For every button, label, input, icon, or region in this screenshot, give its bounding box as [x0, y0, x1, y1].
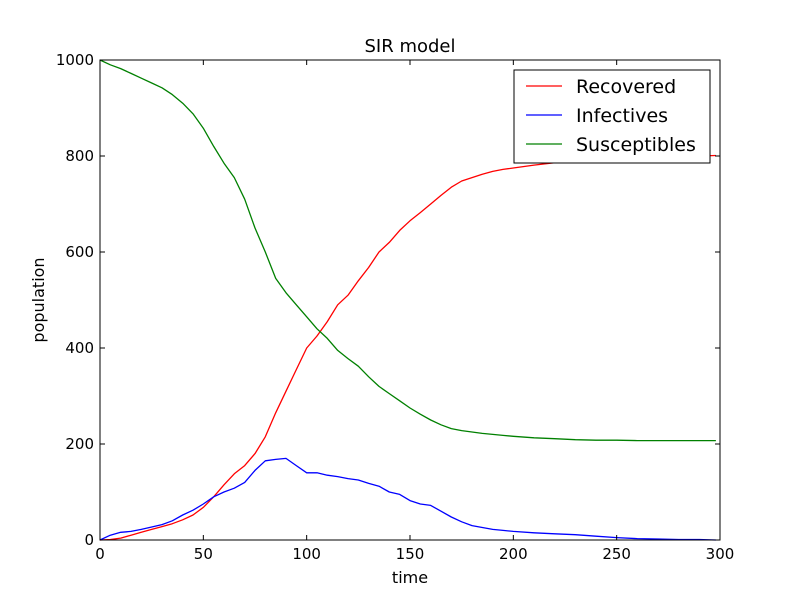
- x-tick-label: 250: [602, 545, 631, 563]
- x-axis-ticks: 0 50 100 150 200 250 300: [95, 60, 734, 563]
- chart-title: SIR model: [364, 36, 455, 57]
- y-tick-label: 0: [84, 531, 94, 549]
- legend-label-recovered: Recovered: [576, 76, 676, 98]
- y-tick-label: 1000: [56, 51, 94, 69]
- x-tick-label: 50: [194, 545, 213, 563]
- legend-label-infectives: Infectives: [576, 105, 668, 127]
- series-line-recovered: [99, 154, 716, 541]
- y-tick-label: 400: [65, 339, 94, 357]
- y-axis-ticks: 0 200 400 600 800 1000: [56, 51, 720, 549]
- x-axis-title: time: [392, 568, 428, 587]
- legend: Recovered Infectives Susceptibles: [513, 69, 711, 164]
- y-tick-label: 600: [65, 243, 94, 261]
- x-tick-label: 0: [95, 545, 105, 563]
- legend-label-susceptibles: Susceptibles: [576, 134, 696, 156]
- x-tick-label: 300: [706, 545, 735, 563]
- x-tick-label: 200: [499, 545, 528, 563]
- y-tick-label: 800: [65, 147, 94, 165]
- series-line-susceptibles: [99, 59, 716, 442]
- series-line-infectives: [99, 457, 716, 541]
- y-tick-label: 200: [65, 435, 94, 453]
- x-tick-label: 150: [396, 545, 425, 563]
- y-axis-title: population: [29, 257, 48, 342]
- x-tick-label: 100: [292, 545, 321, 563]
